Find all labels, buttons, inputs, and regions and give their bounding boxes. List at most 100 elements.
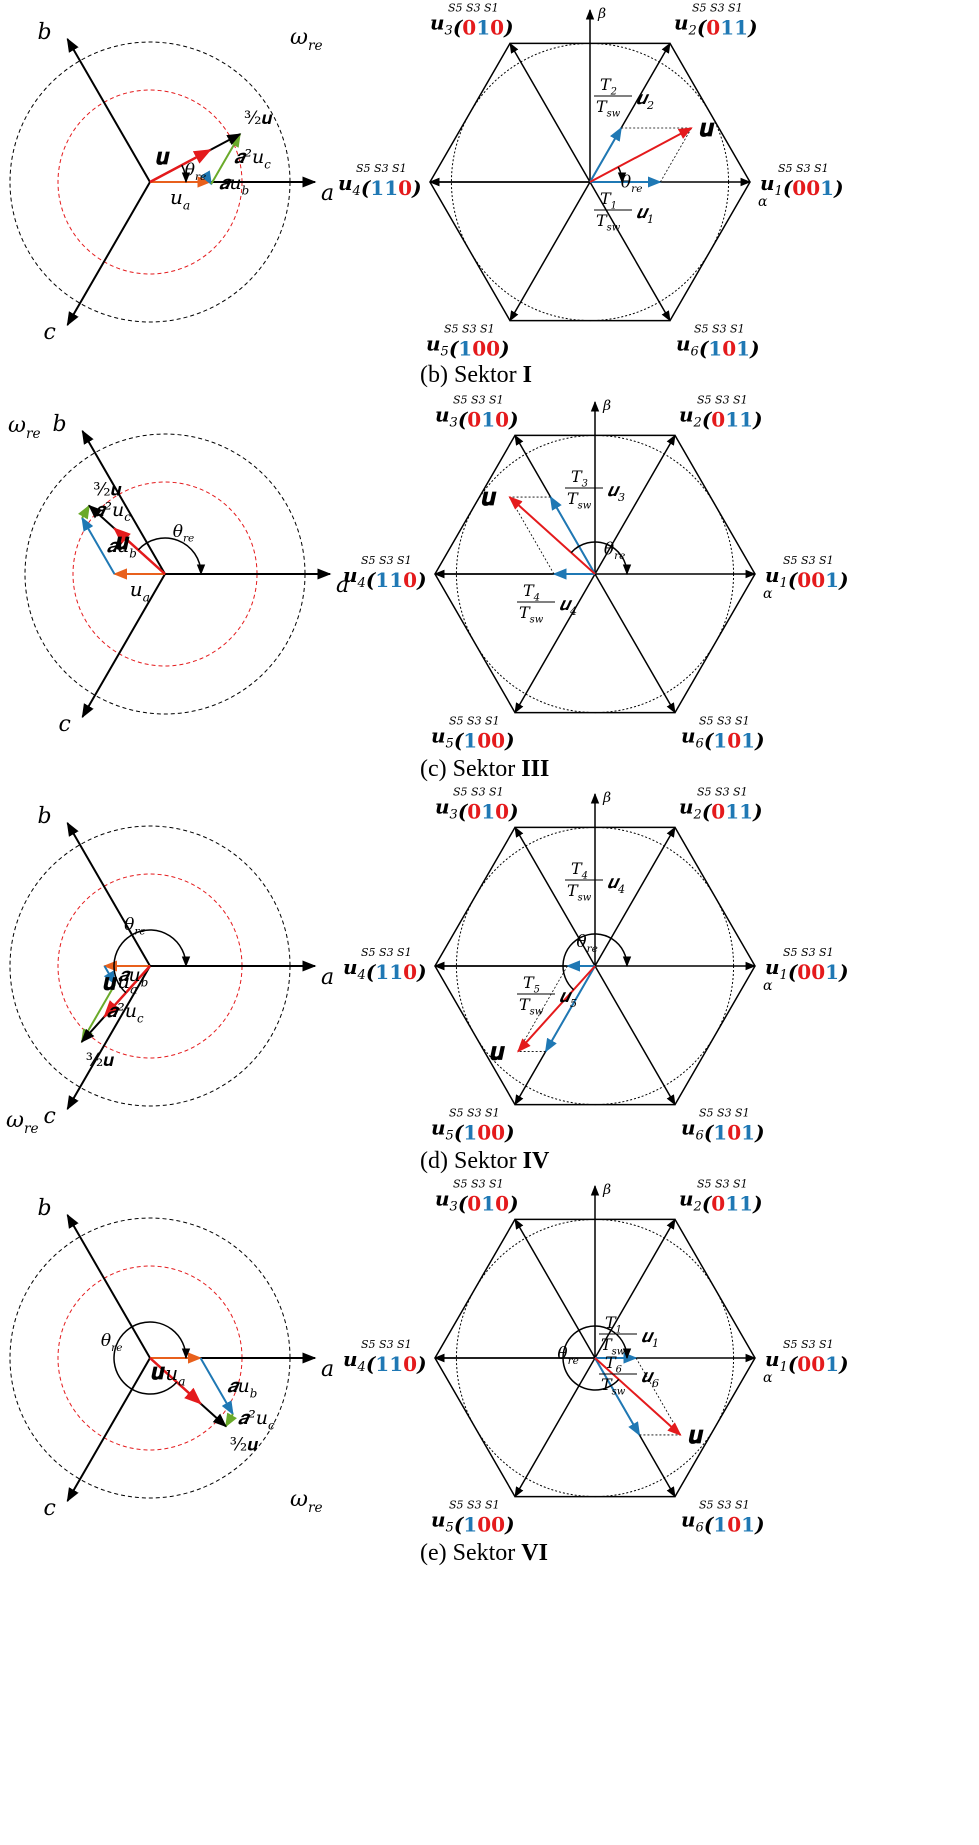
aub-vector: [199, 1357, 234, 1416]
a2uc-label: 𝒂²uc: [106, 1000, 144, 1025]
axis-a-label: a: [321, 1357, 334, 1382]
aub-vector: [103, 965, 116, 986]
switch-header-u2: S5 S3 S1: [697, 1177, 748, 1190]
t-numerator: T4: [523, 581, 540, 603]
vector-label-u2: u2(011): [674, 10, 758, 39]
alpha-label: α: [758, 194, 768, 210]
t-vector: 𝒖4: [559, 594, 577, 618]
alpha-label: α: [763, 586, 773, 602]
axis-a-label: a: [321, 965, 334, 990]
spoke-u6: [589, 181, 671, 322]
hex-theta-label: θre: [576, 932, 598, 955]
beta-label: β: [597, 6, 606, 22]
theta-label: θre: [124, 915, 146, 938]
parallelogram-2: [635, 1357, 681, 1436]
omega-label: ωre: [290, 25, 323, 54]
caption-c: (c) Sektor III: [420, 756, 549, 782]
t-numerator: T6: [605, 1353, 622, 1375]
omega-label: ωre: [6, 1108, 39, 1137]
t-vector: 𝒖4: [607, 872, 625, 896]
aub-label: 𝒂ub: [118, 964, 149, 989]
switch-header-u2: S5 S3 S1: [697, 785, 748, 798]
t-denominator: Tsw: [567, 489, 592, 511]
hex-theta-label: θre: [557, 1344, 579, 1367]
reference-u-label: 𝒖: [700, 113, 715, 142]
spoke-u3: [514, 1218, 596, 1359]
spoke-u3: [509, 42, 591, 183]
component-2: [544, 965, 596, 1053]
vector-label-u5: u5(100): [431, 1508, 515, 1537]
u-label: 𝒖: [103, 969, 117, 995]
t-denominator: Tsw: [567, 881, 592, 903]
theta-label: θre: [101, 1331, 123, 1354]
axis-c-label: c: [44, 1104, 56, 1129]
vector-label-u4: u4(110): [343, 955, 427, 984]
t-numerator: T1: [605, 1313, 622, 1335]
three-halves-u-label: ³⁄₂𝒖: [230, 1434, 258, 1455]
switch-header-u1: S5 S3 S1: [778, 162, 829, 175]
t-vector: 𝒖3: [607, 480, 625, 504]
hex-theta-arc: [617, 166, 627, 184]
omega-label: ωre: [8, 413, 41, 442]
switch-header-u6: S5 S3 S1: [694, 323, 745, 336]
axis-b: [81, 429, 166, 575]
theta-arc: [137, 537, 206, 576]
three-halves-u-label: ³⁄₂𝒖: [244, 108, 272, 129]
aub-label: 𝒂ub: [219, 172, 250, 197]
reference-u: [508, 496, 596, 575]
parallelogram-1: [517, 965, 568, 1052]
u-vector: [103, 965, 151, 1018]
axis-b: [66, 1213, 151, 1359]
caption-e: (e) Sektor VI: [420, 1540, 548, 1566]
t-denominator: Tsw: [596, 211, 621, 233]
spoke-u5: [509, 181, 591, 322]
switch-header-u2: S5 S3 S1: [692, 1, 743, 14]
vector-label-u1: u1(001): [765, 1347, 849, 1376]
vector-label-u3: u3(010): [430, 10, 514, 39]
vector-label-u5: u5(100): [426, 332, 510, 361]
switch-header-u4: S5 S3 S1: [361, 946, 412, 959]
t-numerator: T2: [600, 75, 617, 97]
a2uc-vector: [224, 1412, 237, 1428]
switch-header-u5: S5 S3 S1: [449, 715, 500, 728]
beta-label: β: [602, 398, 611, 414]
t-numerator: T5: [523, 973, 540, 995]
component-1: [549, 495, 596, 575]
reference-u-label: 𝒖: [688, 1420, 703, 1449]
vector-label-u5: u5(100): [431, 724, 515, 753]
t-vector: 𝒖6: [641, 1366, 659, 1390]
spoke-u3: [514, 826, 596, 967]
component-1: [594, 1357, 641, 1437]
axis-a-label: a: [336, 573, 349, 598]
axis-c: [66, 1357, 151, 1503]
a2uc-vector: [78, 504, 91, 520]
aub-label: 𝒂ub: [106, 535, 137, 560]
u-vector: [149, 1357, 202, 1405]
hex-theta-label: θre: [604, 539, 626, 562]
hex-theta-arc: [562, 933, 632, 991]
a2uc-label: 𝒂²uc: [234, 146, 272, 171]
reference-u: [589, 127, 693, 183]
switch-header-u5: S5 S3 S1: [449, 1107, 500, 1120]
axis-c: [81, 573, 166, 719]
t-denominator: Tsw: [601, 1375, 626, 1397]
switch-header-u6: S5 S3 S1: [699, 1499, 750, 1512]
t-denominator: Tsw: [519, 995, 544, 1017]
theta-label: θre: [173, 522, 195, 545]
omega-label: ωre: [290, 1487, 323, 1516]
alpha-label: α: [763, 1370, 773, 1386]
vector-label-u3: u3(010): [435, 402, 519, 431]
three-halves-u-label: ³⁄₂𝒖: [86, 1050, 114, 1071]
t-numerator: T1: [600, 189, 617, 211]
t-vector: 𝒖1: [636, 202, 654, 226]
